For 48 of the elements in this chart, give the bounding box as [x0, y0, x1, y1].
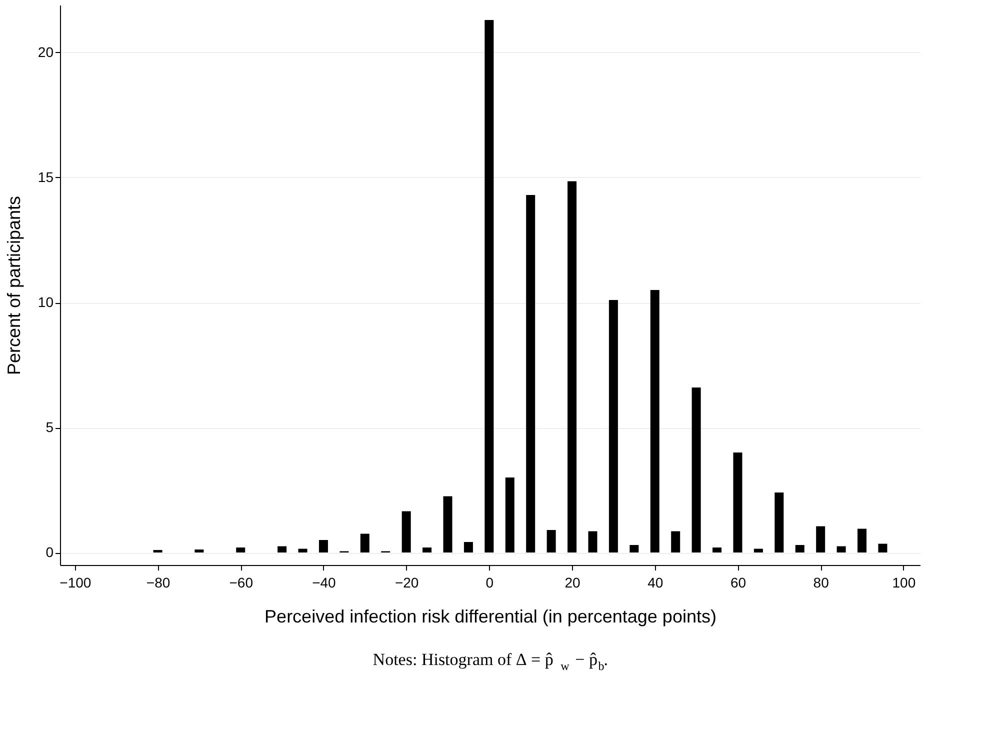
x-axis-title: Perceived infection risk differential (in percentage points) — [264, 606, 716, 626]
y-tick-label: 0 — [46, 544, 54, 560]
bar — [692, 388, 701, 552]
bar — [795, 545, 804, 552]
x-tick-label: −60 — [229, 574, 254, 590]
x-tick-label: 40 — [648, 574, 664, 590]
x-tick-label: 0 — [486, 574, 494, 590]
y-tick-label: 20 — [38, 44, 54, 60]
bar — [754, 548, 763, 552]
y-tick-label: 15 — [38, 169, 54, 185]
y-axis-title: Percent of participants — [4, 196, 24, 376]
bar — [484, 20, 494, 552]
bar — [526, 195, 536, 552]
bar — [712, 548, 722, 552]
bar — [464, 542, 473, 552]
bar — [816, 526, 826, 552]
x-tick-label: 20 — [564, 574, 581, 590]
bar — [878, 544, 888, 552]
bar — [568, 181, 577, 552]
bar — [588, 531, 598, 552]
bar — [402, 511, 411, 552]
bar — [360, 534, 370, 552]
bar — [443, 496, 452, 552]
bar — [858, 528, 867, 552]
x-tick-label: −20 — [394, 574, 419, 590]
bar — [298, 548, 308, 552]
bar — [318, 540, 328, 552]
x-tick-label: −80 — [146, 574, 170, 590]
bar — [733, 452, 742, 552]
bar — [630, 545, 639, 552]
bar — [774, 492, 784, 552]
bar — [236, 548, 246, 552]
y-tick-label: 5 — [46, 419, 54, 435]
x-tick-label: 100 — [892, 574, 916, 590]
bar — [422, 548, 432, 552]
x-tick-label: 60 — [730, 574, 746, 590]
bar — [671, 531, 680, 552]
bar — [278, 546, 287, 552]
bar — [194, 550, 204, 552]
bar — [650, 290, 660, 552]
x-tick-label: −100 — [60, 574, 92, 590]
bar — [836, 546, 846, 552]
x-tick-label: 80 — [813, 574, 830, 590]
bar — [608, 300, 618, 552]
x-tick-label: −40 — [312, 574, 336, 590]
bar — [505, 478, 514, 552]
bar — [546, 530, 556, 552]
y-tick-label: 10 — [38, 294, 54, 310]
